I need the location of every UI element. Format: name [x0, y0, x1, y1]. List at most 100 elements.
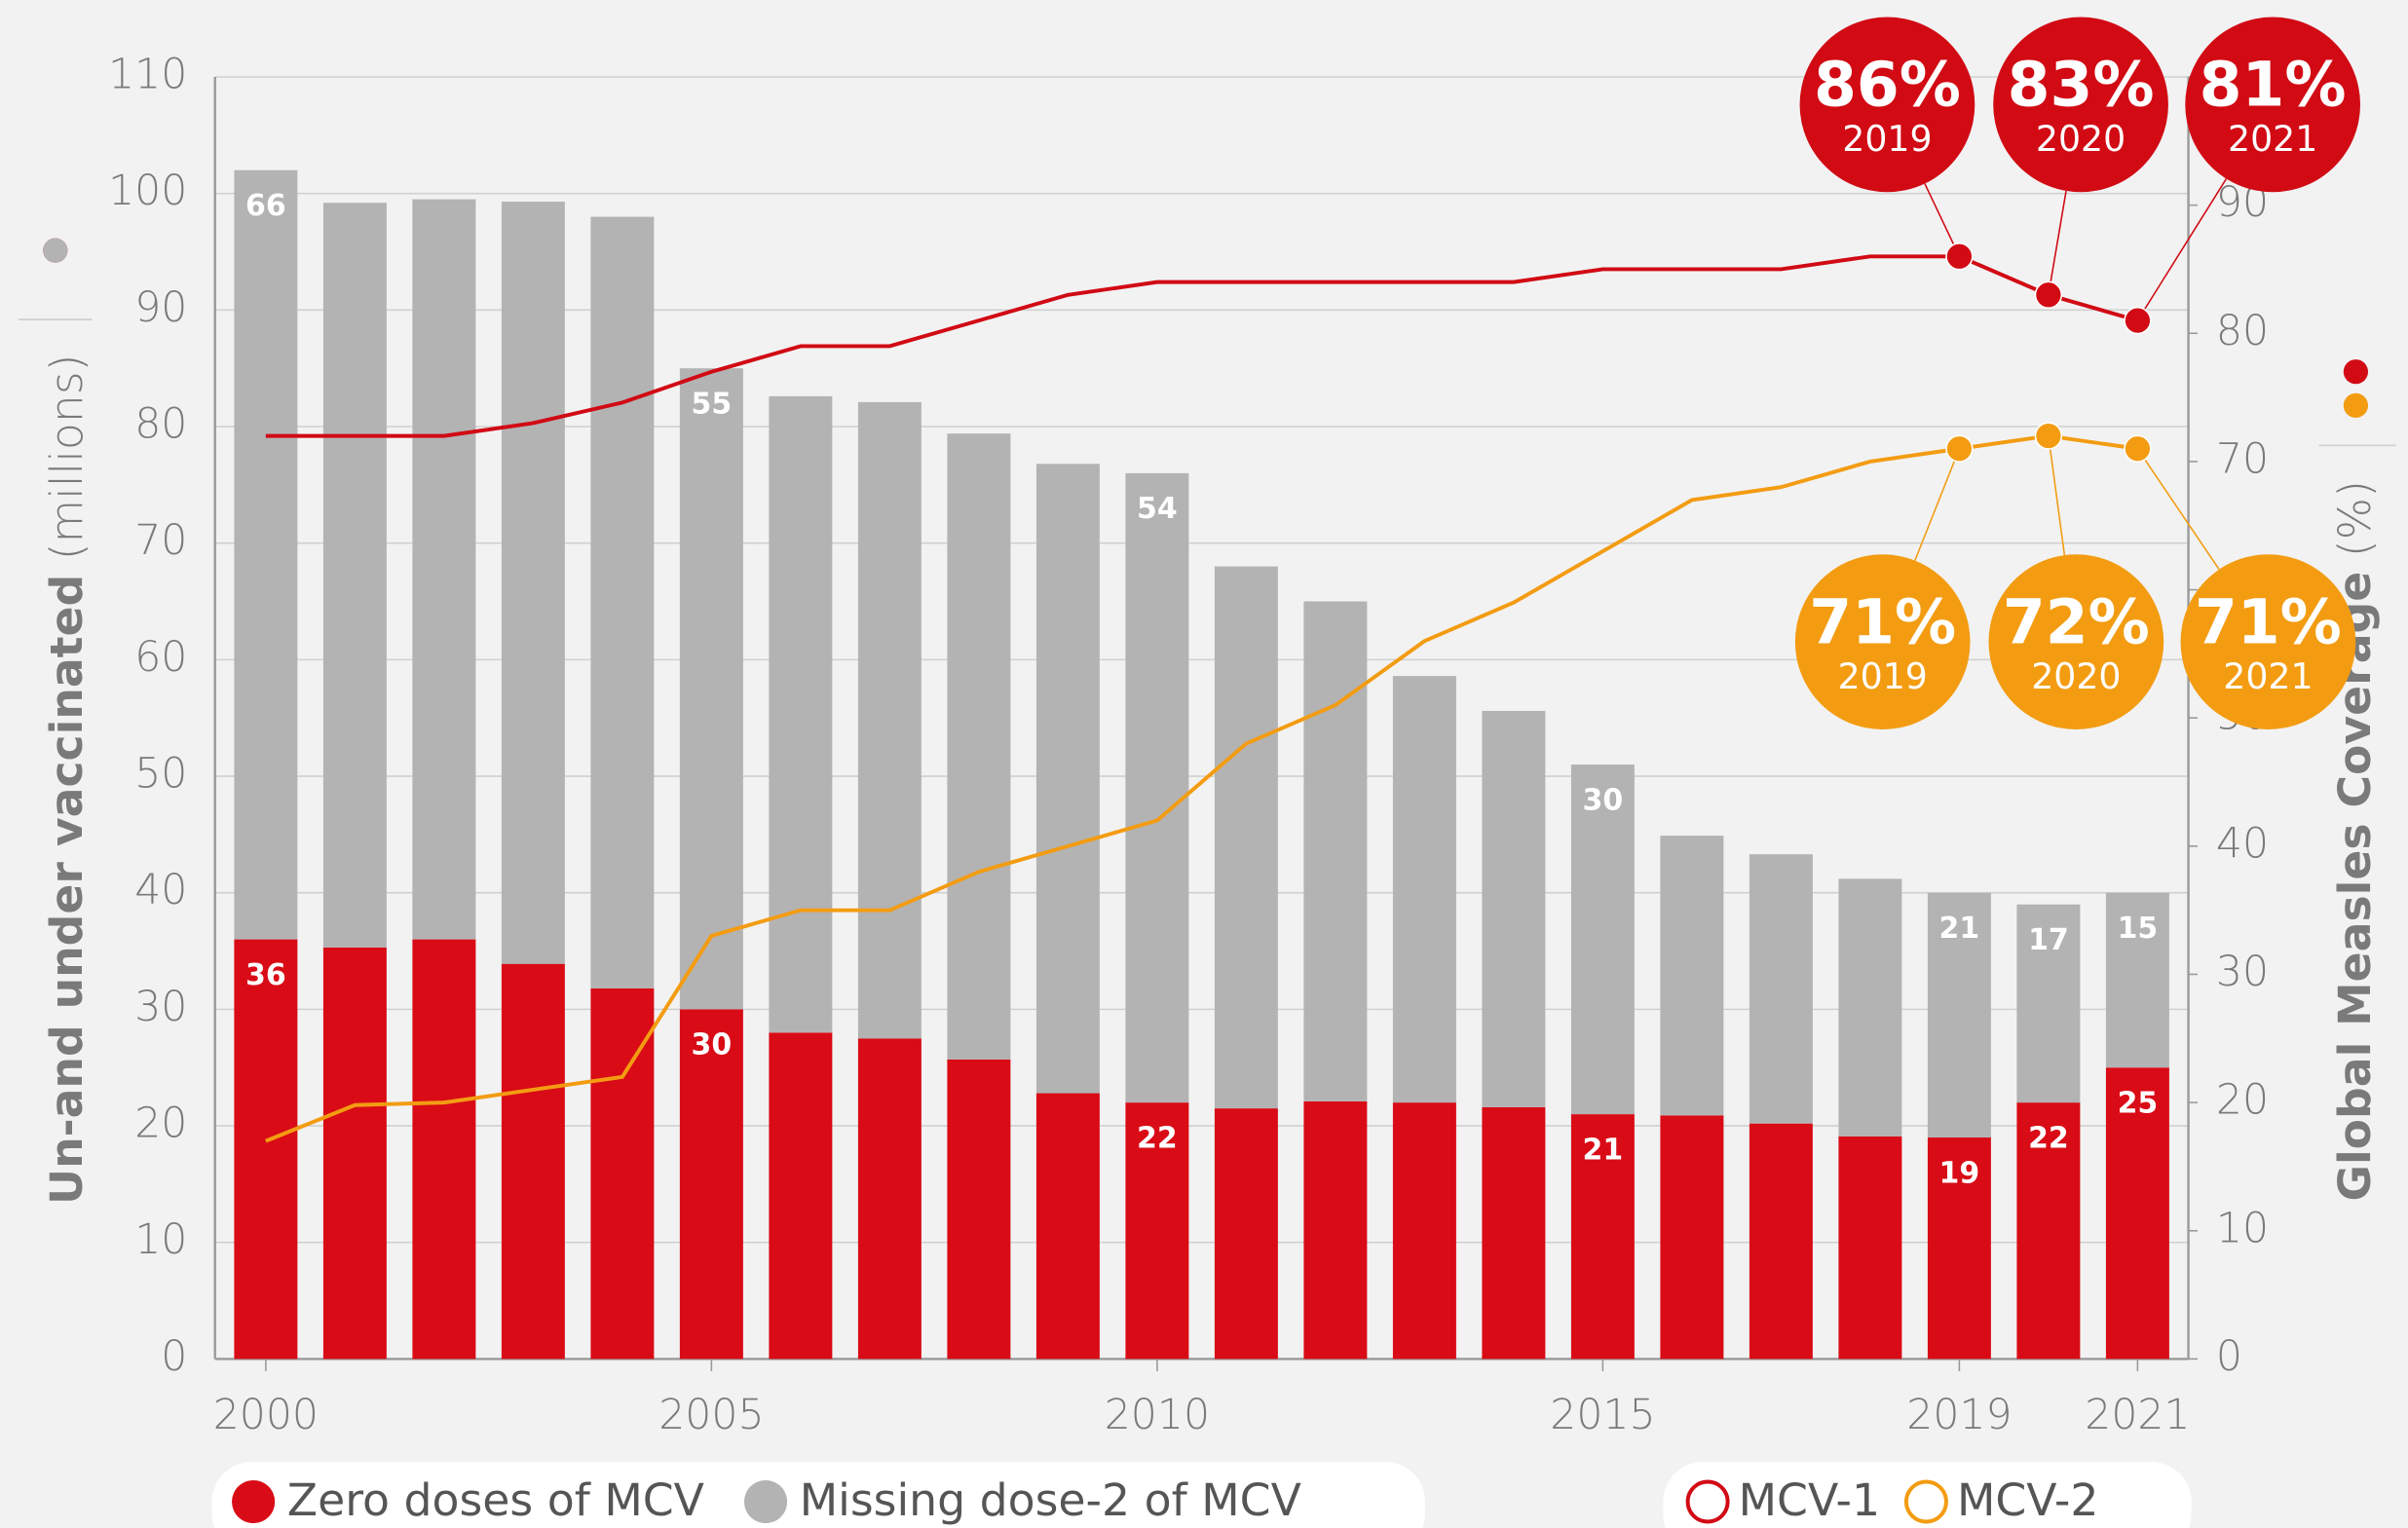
y-axis-label-main: Un-and under vaccinated — [40, 575, 92, 1205]
callout-leader — [2136, 448, 2220, 571]
bar-segment — [1570, 764, 1635, 1115]
y-tick-label: 70 — [134, 516, 187, 565]
bar-segment — [590, 988, 655, 1360]
bar-segment — [947, 433, 1011, 1060]
legend-label: Missing dose-2 of MCV — [800, 1474, 1301, 1526]
y2-tick-label: 10 — [2216, 1204, 2269, 1252]
bar-value-label: 19 — [1939, 1156, 1980, 1190]
y2-tick-label: 0 — [2216, 1332, 2242, 1381]
bar-segment — [1660, 836, 1724, 1116]
bar-segment — [1125, 472, 1189, 1103]
point — [2124, 434, 2152, 463]
bar-segment — [679, 1009, 743, 1360]
bar-value-label: 15 — [2118, 912, 2159, 946]
callout-value: 83% — [2008, 49, 2155, 121]
point — [1945, 242, 1974, 271]
callout-bubble — [2180, 554, 2356, 730]
x-tick-label: 2010 — [1105, 1391, 1210, 1439]
callout-year: 2020 — [2036, 118, 2126, 160]
bar-segment — [322, 203, 387, 948]
axis-key-dot — [43, 238, 68, 263]
callout-leader — [2136, 178, 2228, 321]
y2-tick-label: 20 — [2216, 1076, 2269, 1125]
bar-segment — [679, 368, 743, 1010]
legend-label: MCV-1 — [1739, 1474, 1881, 1526]
y2-tick-label: 80 — [2216, 307, 2269, 355]
bar-segment — [769, 395, 833, 1033]
bar-segment — [234, 939, 298, 1360]
y-tick-label: 20 — [134, 1099, 187, 1148]
legend-swatch — [1903, 1479, 1948, 1524]
bar-segment — [1392, 676, 1456, 1103]
bar-segment — [590, 216, 655, 988]
bar-segment — [1927, 1137, 1991, 1360]
y2-tick-label: 40 — [2216, 819, 2269, 868]
bar-segment — [1035, 1093, 1100, 1360]
point — [2034, 422, 2063, 450]
bar-segment — [1749, 854, 1813, 1124]
legend-swatch — [743, 1479, 788, 1524]
bar-value-label: 36 — [245, 958, 286, 992]
callout-bubble — [1794, 554, 1971, 730]
bar-segment — [412, 939, 476, 1360]
bar-segment — [412, 199, 476, 940]
bar-value-label: 30 — [692, 1028, 733, 1062]
legend-label: MCV-2 — [1957, 1474, 2098, 1526]
y2-tick-label: 30 — [2216, 948, 2269, 996]
bar-segment — [1214, 1108, 1278, 1360]
bar-value-label: 25 — [2118, 1087, 2159, 1121]
bar-segment — [1482, 1106, 1546, 1360]
y-tick-label: 100 — [108, 167, 187, 215]
callout-value: 81% — [2200, 49, 2347, 121]
bar-segment — [1927, 892, 1991, 1138]
callout-value: 71% — [1809, 585, 1956, 657]
bar-segment — [1838, 878, 1902, 1137]
callout-value: 71% — [2195, 585, 2342, 657]
bar-value-label: 21 — [1583, 1133, 1624, 1167]
bar-segment — [1660, 1115, 1724, 1360]
callout-leader — [1914, 448, 1961, 561]
y2-axis-label: Global Measles Coverage (%) — [2328, 480, 2380, 1201]
y-tick-label: 10 — [134, 1215, 187, 1264]
x-tick-label: 2000 — [213, 1391, 319, 1439]
bar-segment — [1482, 711, 1546, 1107]
legend-label: Zero doses of MCV — [287, 1474, 704, 1526]
bar-value-label: 22 — [2028, 1121, 2069, 1155]
bar-value-label: 55 — [692, 388, 733, 422]
bar-segment — [857, 401, 922, 1039]
point — [2034, 280, 2063, 309]
bar-segment — [1125, 1102, 1189, 1360]
x-tick-label: 2005 — [658, 1391, 764, 1439]
bar-segment — [1570, 1114, 1635, 1360]
bar-segment — [234, 169, 298, 940]
bar-segment — [857, 1038, 922, 1360]
bar-segment — [1214, 566, 1278, 1109]
x-tick-label: 2021 — [2085, 1391, 2190, 1439]
legend-swatch — [1685, 1479, 1730, 1524]
y-tick-label: 30 — [134, 983, 187, 1031]
bar-segment — [501, 963, 565, 1360]
bar-value-label: 54 — [1137, 492, 1178, 526]
bar-segment — [501, 202, 565, 964]
y2-axis-label-unit: (%) — [2328, 480, 2380, 557]
bar-segment — [769, 1032, 833, 1360]
axis-key-dot — [2343, 392, 2369, 418]
callout-year: 2019 — [1842, 118, 1932, 160]
axis-key-dot — [2343, 359, 2369, 385]
bar-segment — [1303, 601, 1368, 1101]
y-axis-label: Un-and under vaccinated (millions) — [40, 354, 92, 1205]
callout-bubble — [1993, 17, 2168, 193]
y-tick-label: 0 — [161, 1332, 187, 1381]
callout-bubble — [1988, 554, 2164, 730]
callout-year: 2020 — [2031, 655, 2121, 697]
bar-segment — [947, 1059, 1011, 1360]
callout-value: 86% — [1814, 49, 1961, 121]
bar-segment — [1392, 1102, 1456, 1360]
callout-bubble — [2185, 17, 2360, 193]
line-series — [265, 433, 2138, 1143]
callout-leader — [2048, 190, 2067, 295]
callout-bubble — [1799, 17, 1975, 193]
y-tick-label: 40 — [134, 866, 187, 914]
y-tick-label: 80 — [134, 400, 187, 449]
